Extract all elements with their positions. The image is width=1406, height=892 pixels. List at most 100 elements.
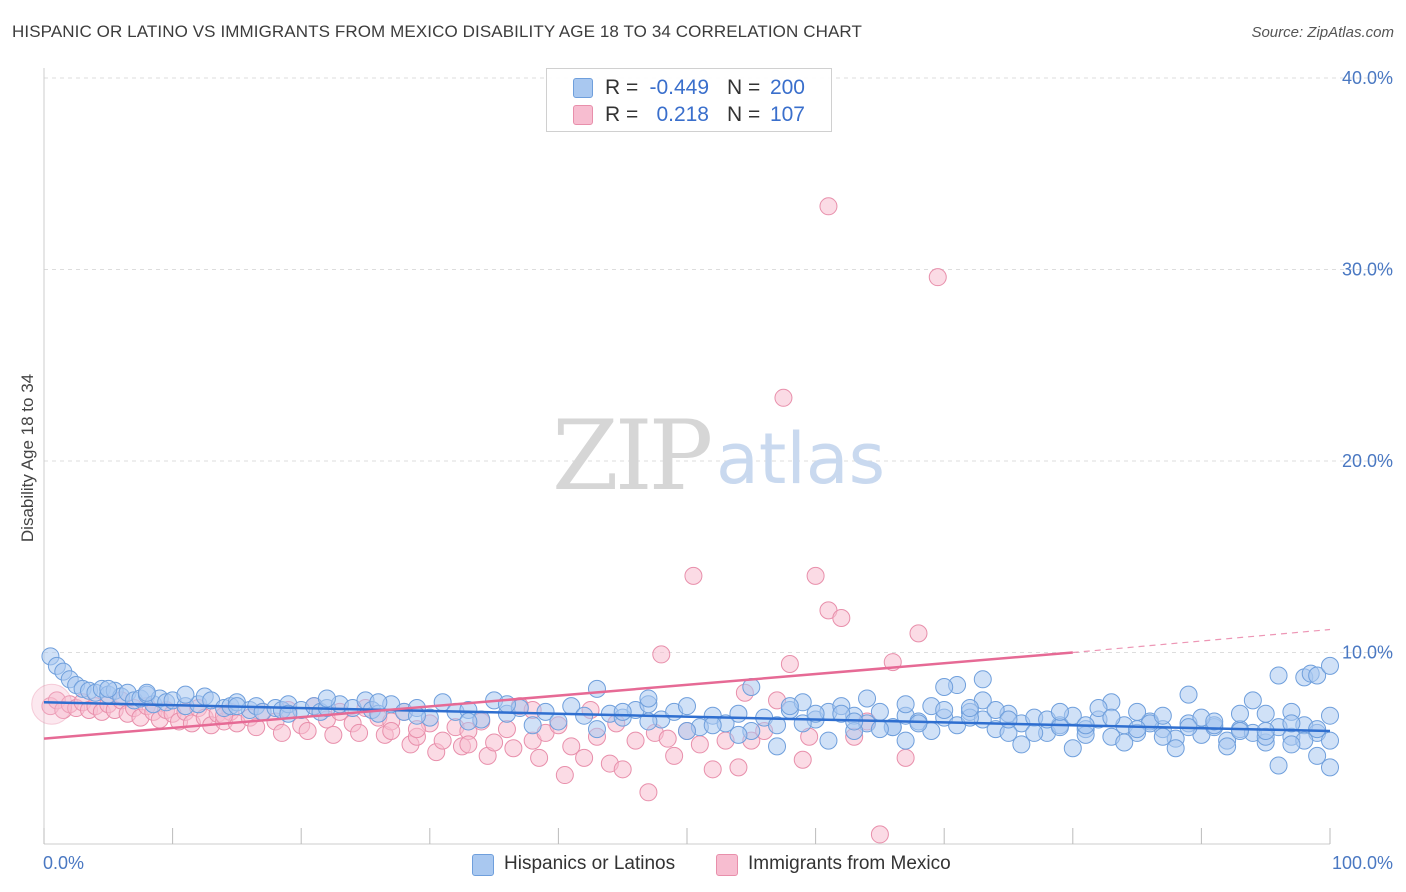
data-point-hispanics (1321, 706, 1339, 725)
data-point-hispanics (806, 704, 825, 723)
x-tick-label: 100.0% (1332, 853, 1393, 873)
data-point-immigrants (896, 748, 915, 767)
data-point-immigrants (652, 645, 671, 664)
data-point-hispanics (1166, 739, 1185, 758)
data-point-hispanics (1128, 720, 1147, 739)
axis-labels: 10.0% 20.0% 30.0% 40.0% 0.0% 100.0% Disability… (18, 68, 1393, 873)
data-point-immigrants (485, 733, 504, 752)
data-point-hispanics (1179, 685, 1198, 704)
data-point-hispanics (935, 700, 954, 719)
legend-r-label: R = (605, 103, 639, 126)
legend-swatch-pink (573, 105, 593, 125)
data-point-hispanics (1153, 706, 1172, 725)
data-point-immigrants (562, 737, 581, 756)
legend-row-hispanics: R = -0.449 N = 200 (547, 74, 831, 102)
data-point-hispanics (678, 697, 696, 716)
data-point-immigrants (684, 566, 703, 585)
grid-lines (44, 77, 1394, 653)
data-point-immigrants (298, 722, 317, 741)
data-point-hispanics (896, 695, 915, 714)
data-point-hispanics (137, 683, 156, 702)
data-point-hispanics (780, 697, 799, 716)
data-point-hispanics (1256, 722, 1275, 741)
legend-n-label: N = (727, 76, 761, 99)
data-point-hispanics (1230, 704, 1249, 723)
legend-n-value: 107 (769, 103, 805, 126)
data-point-hispanics (1089, 699, 1108, 718)
data-point-immigrants (639, 783, 658, 802)
data-point-hispanics (587, 679, 606, 698)
legend-swatch-blue (573, 78, 593, 98)
data-point-hispanics (536, 702, 555, 721)
data-point-hispanics (1025, 723, 1044, 742)
data-point-immigrants (575, 748, 594, 767)
data-point-hispanics (703, 716, 722, 735)
data-point-immigrants (497, 720, 516, 739)
data-point-hispanics (1115, 733, 1134, 752)
data-point-hispanics (1256, 704, 1275, 723)
data-point-hispanics (1218, 737, 1237, 756)
data-point-immigrants (658, 729, 677, 748)
data-point-immigrants (350, 723, 369, 742)
data-point-hispanics (1063, 739, 1082, 758)
correlation-legend: R = -0.449 N = 200 R = 0.218 N = 107 (546, 68, 832, 132)
data-point-hispanics (1050, 702, 1069, 721)
data-point-immigrants (324, 725, 343, 744)
data-point-immigrants (665, 746, 684, 765)
data-point-hispanics (909, 714, 928, 733)
data-point-hispanics (1102, 708, 1121, 727)
data-point-immigrants (793, 750, 812, 769)
data-point-hispanics (960, 699, 979, 718)
data-point-hispanics (1308, 666, 1327, 685)
data-point-hispanics (613, 702, 632, 721)
data-point-hispanics (1321, 731, 1339, 750)
data-point-hispanics (1243, 691, 1262, 710)
source-label: Source: ZipAtlas.com (1251, 24, 1394, 41)
data-point-hispanics (1308, 746, 1327, 765)
data-point-hispanics (1230, 722, 1249, 741)
series-hispanics-or-latinos (41, 647, 1339, 777)
data-point-hispanics (99, 679, 118, 698)
legend-label: Hispanics or Latinos (504, 853, 676, 874)
data-point-immigrants (433, 731, 452, 750)
data-point-hispanics (523, 716, 542, 735)
data-point-hispanics (1308, 720, 1327, 739)
data-point-hispanics (1321, 656, 1339, 675)
data-point-hispanics (858, 689, 877, 708)
data-point-hispanics (729, 725, 748, 744)
data-point-hispanics (999, 710, 1018, 729)
data-point-hispanics (1282, 735, 1301, 754)
data-point-hispanics (768, 737, 787, 756)
data-point-hispanics (549, 712, 568, 731)
data-point-hispanics (639, 712, 658, 731)
data-point-hispanics (678, 722, 696, 741)
chart-title: HISPANIC OR LATINO VS IMMIGRANTS FROM ME… (12, 22, 862, 41)
data-point-hispanics (317, 689, 336, 708)
legend-row-immigrants: R = 0.218 N = 107 (547, 101, 831, 129)
data-point-hispanics (870, 720, 889, 739)
data-point-hispanics (639, 689, 658, 708)
legend-swatch-pink (716, 854, 738, 876)
data-point-hispanics (935, 677, 954, 696)
data-point-immigrants (382, 722, 401, 741)
y-axis-label: Disability Age 18 to 34 (18, 374, 37, 542)
y-tick-label: 10.0% (1342, 643, 1393, 663)
legend-n-value: 200 (769, 76, 805, 99)
trend-line-immigrants (43, 651, 1073, 740)
data-point-hispanics (870, 702, 889, 721)
data-point-hispanics (896, 731, 915, 750)
data-point-hispanics (1050, 718, 1069, 737)
data-point-immigrants (909, 624, 928, 643)
legend-r-label: R = (605, 76, 639, 99)
y-tick-label: 20.0% (1342, 451, 1393, 471)
data-point-hispanics (1012, 735, 1031, 754)
data-point-immigrants (626, 731, 645, 750)
x-tick-label: 0.0% (43, 853, 84, 873)
data-point-hispanics (819, 731, 838, 750)
trend-line-hispanics (43, 701, 1331, 733)
data-point-hispanics (1269, 756, 1288, 775)
series-immigrants-from-mexico (31, 197, 947, 844)
data-point-immigrants (703, 760, 722, 779)
data-point-hispanics (1269, 666, 1288, 685)
